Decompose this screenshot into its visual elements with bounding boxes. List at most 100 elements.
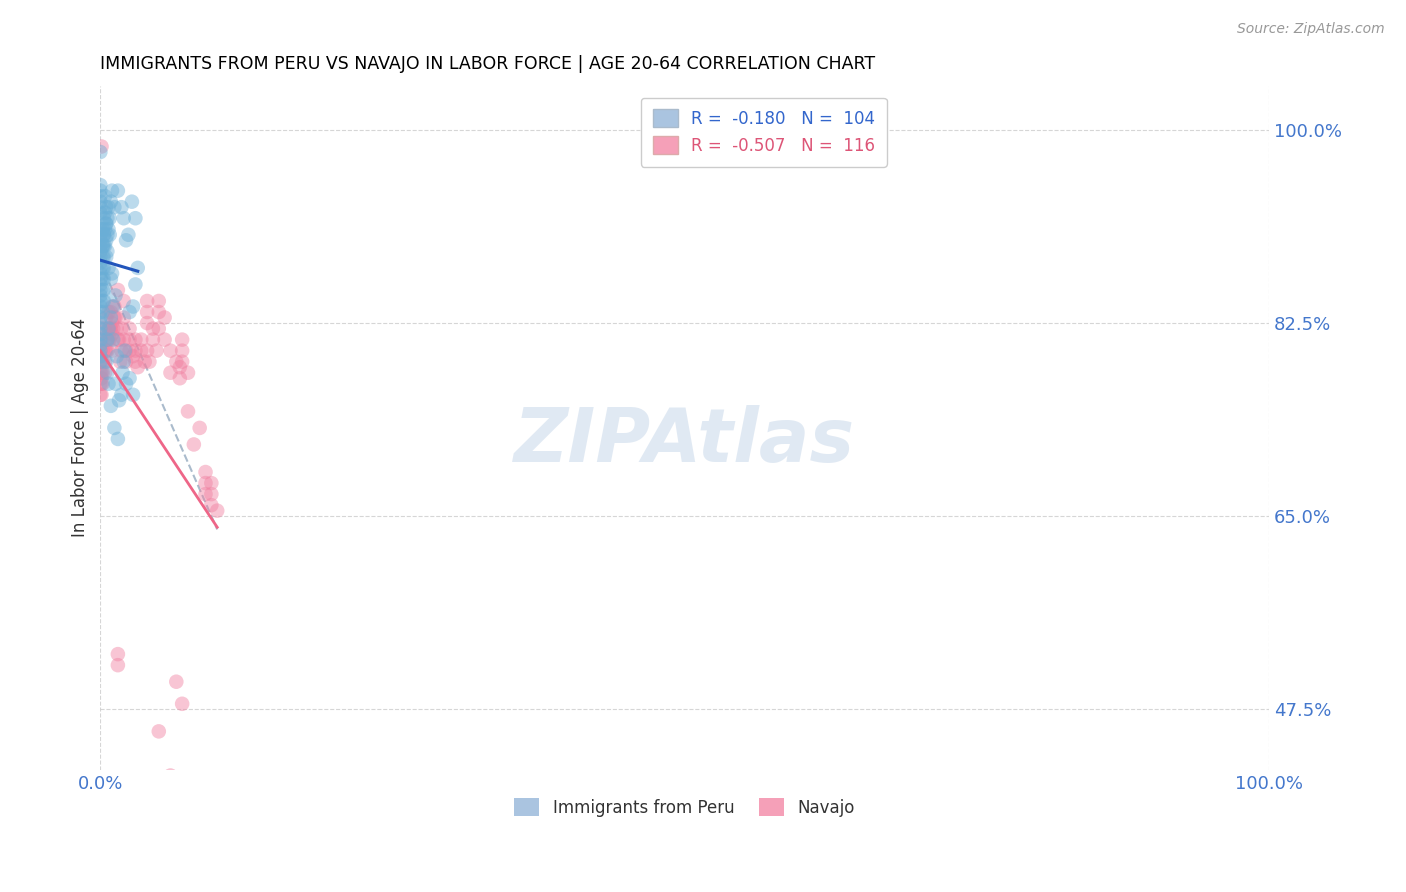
Point [89,178,111,193]
Point [194,465,217,479]
Point [91,343,114,358]
Text: ZIPAtlas: ZIPAtlas [515,405,855,478]
Point [90,371,112,385]
Point [90,388,112,402]
Point [89,222,111,236]
Point [172,697,194,711]
Point [104,310,127,325]
Point [124,354,146,368]
Point [89,338,111,352]
Point [89,316,111,330]
Point [112,333,135,347]
Point [89,376,111,391]
Point [94,205,117,219]
Point [96,250,118,264]
Point [97,222,120,236]
Point [97,376,120,391]
Point [122,388,145,402]
Point [93,227,115,242]
Point [103,310,125,325]
Point [93,227,115,242]
Point [91,239,114,253]
Point [89,305,111,319]
Point [101,343,124,358]
Point [136,293,159,308]
Point [89,233,111,247]
Point [159,366,181,380]
Point [89,293,111,308]
Point [159,343,181,358]
Point [89,283,111,297]
Point [107,432,129,446]
Point [122,300,145,314]
Point [89,288,111,302]
Point [93,272,115,286]
Point [169,360,191,375]
Point [118,305,141,319]
Point [101,316,124,330]
Point [97,333,120,347]
Point [124,277,146,292]
Point [136,343,159,358]
Point [94,189,117,203]
Point [148,321,170,335]
Point [100,310,122,325]
Point [89,388,111,402]
Point [94,343,117,358]
Point [97,321,120,335]
Point [98,211,121,226]
Point [107,647,129,661]
Point [94,222,117,236]
Point [121,194,143,209]
Point [172,343,194,358]
Point [96,333,118,347]
Point [110,343,132,358]
Point [91,250,114,264]
Point [165,354,187,368]
Point [98,333,121,347]
Point [124,333,146,347]
Point [89,354,111,368]
Point [89,349,111,363]
Point [104,376,127,391]
Point [200,498,222,512]
Point [90,354,112,368]
Point [100,321,122,335]
Point [105,349,128,363]
Point [114,343,136,358]
Point [107,658,129,673]
Point [117,227,139,242]
Point [94,321,117,335]
Point [194,487,217,501]
Point [101,267,124,281]
Point [127,360,149,375]
Point [118,371,141,385]
Point [112,310,135,325]
Point [90,139,112,153]
Point [153,333,176,347]
Point [90,366,112,380]
Point [89,354,111,368]
Point [91,354,114,368]
Point [115,233,138,247]
Point [112,293,135,308]
Point [124,211,146,226]
Point [89,333,111,347]
Point [136,316,159,330]
Point [103,300,125,314]
Point [96,366,118,380]
Point [91,272,114,286]
Point [89,189,111,203]
Point [89,184,111,198]
Point [89,194,111,209]
Text: Source: ZipAtlas.com: Source: ZipAtlas.com [1237,22,1385,37]
Point [91,283,114,297]
Point [112,354,135,368]
Point [94,366,117,380]
Point [138,354,160,368]
Point [89,310,111,325]
Point [96,217,118,231]
Point [96,343,118,358]
Point [103,200,125,214]
Point [97,321,120,335]
